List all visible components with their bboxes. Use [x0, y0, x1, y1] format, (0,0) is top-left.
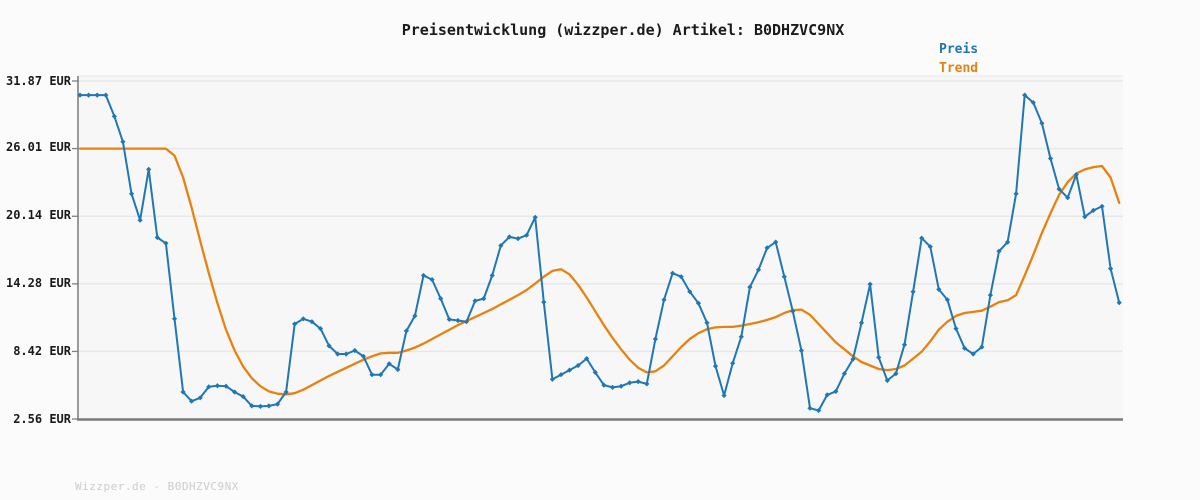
y-axis-tick-label: 26.01 EUR — [5, 140, 71, 154]
plot-area — [78, 76, 1123, 420]
axis-ticks — [72, 80, 78, 420]
chart-legend: Preis Trend — [939, 40, 978, 78]
y-axis-tick-label: 14.28 EUR — [5, 276, 71, 290]
trend-line — [78, 147, 1121, 396]
y-axis-tick-label: 31.87 EUR — [5, 74, 71, 88]
gridlines — [78, 75, 1123, 353]
y-axis-tick-label: 20.14 EUR — [5, 208, 71, 222]
chart-title: Preisentwicklung (wizzper.de) Artikel: B… — [401, 21, 845, 39]
y-axis-tick-label: 2.56 EUR — [13, 412, 71, 426]
y-axis-tick-label: 8.42 EUR — [13, 344, 71, 358]
legend-trend-label: Trend — [939, 61, 979, 76]
legend-preis-label: Preis — [939, 42, 979, 57]
watermark: Wizzper.de - B0DHZVC9NX — [75, 480, 239, 493]
